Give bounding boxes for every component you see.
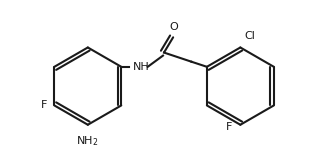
Text: O: O — [170, 22, 178, 32]
Text: F: F — [226, 122, 232, 132]
Text: F: F — [41, 100, 47, 110]
Text: NH: NH — [133, 62, 150, 72]
Text: NH$_2$: NH$_2$ — [75, 134, 98, 148]
Text: Cl: Cl — [245, 31, 255, 41]
